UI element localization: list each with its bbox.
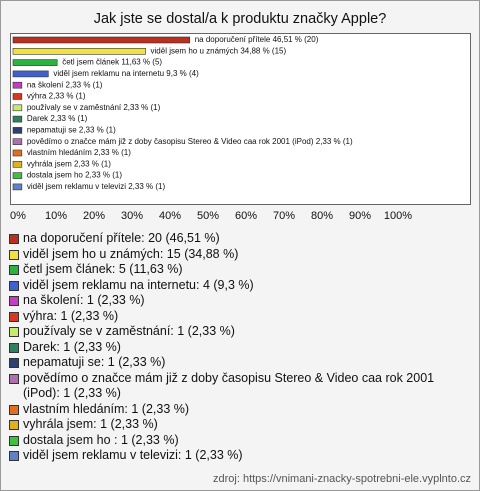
legend-label: na doporučení přítele: 20 (46,51 %) bbox=[23, 231, 220, 245]
legend-swatch bbox=[9, 451, 19, 461]
legend-item: na doporučení přítele: 20 (46,51 %) bbox=[9, 231, 461, 247]
legend-label: používaly se v zaměstnání: 1 (2,33 %) bbox=[23, 324, 235, 338]
legend-swatch bbox=[9, 404, 19, 415]
source: zdroj: https://vnimani-znacky-spotrebni-… bbox=[213, 473, 471, 485]
legend-label: viděl jsem ho u známých: 15 (34,88 %) bbox=[23, 246, 239, 261]
bar bbox=[12, 138, 23, 145]
legend-item: výhra: 1 (2,33 %) bbox=[9, 309, 461, 325]
legend-swatch bbox=[9, 435, 19, 446]
legend-label: na školení: 1 (2,33 %) bbox=[23, 293, 145, 307]
legend-item: viděl jsem reklamu na internetu: 4 (9,3 … bbox=[9, 278, 461, 294]
bar bbox=[12, 104, 23, 112]
bar bbox=[12, 81, 23, 89]
legend-swatch bbox=[9, 280, 19, 291]
value-label: vyhrála jsem 2,33 % (1) bbox=[27, 159, 111, 168]
legend-label: vyhrála jsem: 1 (2,33 %) bbox=[23, 417, 158, 431]
value-label: na školení 2,33 % (1) bbox=[27, 80, 103, 89]
x-tick-label: 50% bbox=[197, 210, 219, 222]
legend-label: povědímo o značce mám již z doby časopis… bbox=[23, 370, 435, 401]
value-label: četl jsem článek 11,63 % (5) bbox=[62, 58, 162, 67]
value-label: Darek 2,33 % (1) bbox=[27, 114, 88, 123]
legend-swatch bbox=[9, 234, 19, 244]
chart: Jak jste se dostal/a k produktu značky A… bbox=[10, 11, 471, 222]
legend-item: na školení: 1 (2,33 %) bbox=[9, 293, 461, 309]
bar bbox=[12, 183, 23, 191]
legend-swatch bbox=[9, 327, 19, 337]
legend-label: Darek: 1 (2,33 %) bbox=[23, 339, 121, 354]
plot-frame bbox=[10, 33, 471, 205]
value-label: výhra 2,33 % (1) bbox=[27, 92, 86, 101]
x-tick-label: 90% bbox=[349, 210, 371, 222]
bar bbox=[12, 59, 58, 66]
value-label: používaly se v zaměstnání 2,33 % (1) bbox=[27, 103, 161, 112]
bar bbox=[12, 149, 23, 157]
legend-item: četl jsem článek: 5 (11,63 %) bbox=[9, 262, 461, 278]
legend-item: Darek: 1 (2,33 %) bbox=[9, 340, 461, 356]
x-tick-label: 80% bbox=[311, 210, 333, 222]
bar bbox=[12, 161, 23, 168]
legend-item: vyhrála jsem: 1 (2,33 %) bbox=[9, 417, 461, 433]
bar bbox=[12, 115, 23, 123]
x-tick-label: 60% bbox=[235, 210, 257, 222]
chart-title: Jak jste se dostal/a k produktu značky A… bbox=[94, 11, 387, 27]
legend-item: viděl jsem reklamu v televizi: 1 (2,33 %… bbox=[9, 448, 461, 464]
x-tick-label: 100% bbox=[384, 210, 412, 222]
value-label: vlastním hledáním 2,33 % (1) bbox=[27, 148, 131, 157]
value-label: nepamatuji se 2,33 % (1) bbox=[27, 126, 116, 135]
legend-label: nepamatuji se: 1 (2,33 %) bbox=[23, 355, 166, 369]
x-tick-label: 40% bbox=[159, 210, 181, 222]
legend-item: dostala jsem ho : 1 (2,33 %) bbox=[9, 433, 461, 449]
x-tick-label: 0% bbox=[10, 210, 26, 222]
x-tick-label: 10% bbox=[45, 210, 67, 222]
legend-item: nepamatuji se: 1 (2,33 %) bbox=[9, 355, 461, 371]
value-label: viděl jsem reklamu v televizi 2,33 % (1) bbox=[27, 182, 166, 191]
value-label: viděl jsem ho u známých 34,88 % (15) bbox=[151, 46, 287, 55]
bar bbox=[12, 36, 191, 44]
legend-label: výhra: 1 (2,33 %) bbox=[23, 308, 119, 323]
bar bbox=[12, 93, 23, 100]
bar bbox=[12, 127, 23, 134]
legend-swatch bbox=[9, 265, 19, 275]
x-tick-label: 30% bbox=[121, 210, 143, 222]
legend-swatch bbox=[9, 358, 19, 368]
x-tick-label: 20% bbox=[83, 210, 105, 222]
legend-label: četl jsem článek: 5 (11,63 %) bbox=[23, 262, 183, 276]
legend-swatch bbox=[9, 373, 19, 384]
bar bbox=[12, 70, 49, 78]
legend-swatch bbox=[9, 296, 19, 306]
legend-label: viděl jsem reklamu v televizi: 1 (2,33 %… bbox=[23, 448, 243, 462]
legend-label: vlastním hledáním: 1 (2,33 %) bbox=[23, 401, 190, 416]
legend-label: dostala jsem ho : 1 (2,33 %) bbox=[23, 432, 179, 447]
legend-item: viděl jsem ho u známých: 15 (34,88 %) bbox=[9, 247, 461, 263]
legend-swatch bbox=[9, 311, 19, 322]
legend-item: povědímo o značce mám již z doby časopis… bbox=[9, 371, 461, 402]
value-label: dostala jsem ho 2,33 % (1) bbox=[27, 171, 122, 180]
legend: na doporučení přítele: 20 (46,51 %) viděl… bbox=[9, 231, 461, 464]
value-label: povědímo o značce mám již z doby časopis… bbox=[27, 137, 353, 146]
legend-swatch bbox=[9, 342, 19, 353]
legend-swatch bbox=[9, 249, 19, 260]
legend-swatch bbox=[9, 420, 19, 430]
value-label: na doporučení přítele 46,51 % (20) bbox=[195, 35, 319, 44]
legend-item: vlastním hledáním: 1 (2,33 %) bbox=[9, 402, 461, 418]
x-tick-label: 70% bbox=[273, 210, 295, 222]
bar bbox=[12, 47, 146, 55]
bar bbox=[12, 172, 23, 179]
legend-item: používaly se v zaměstnání: 1 (2,33 %) bbox=[9, 324, 461, 340]
legend-label: viděl jsem reklamu na internetu: 4 (9,3 … bbox=[23, 277, 254, 292]
value-label: viděl jsem reklamu na internetu 9,3 % (4… bbox=[53, 69, 199, 78]
